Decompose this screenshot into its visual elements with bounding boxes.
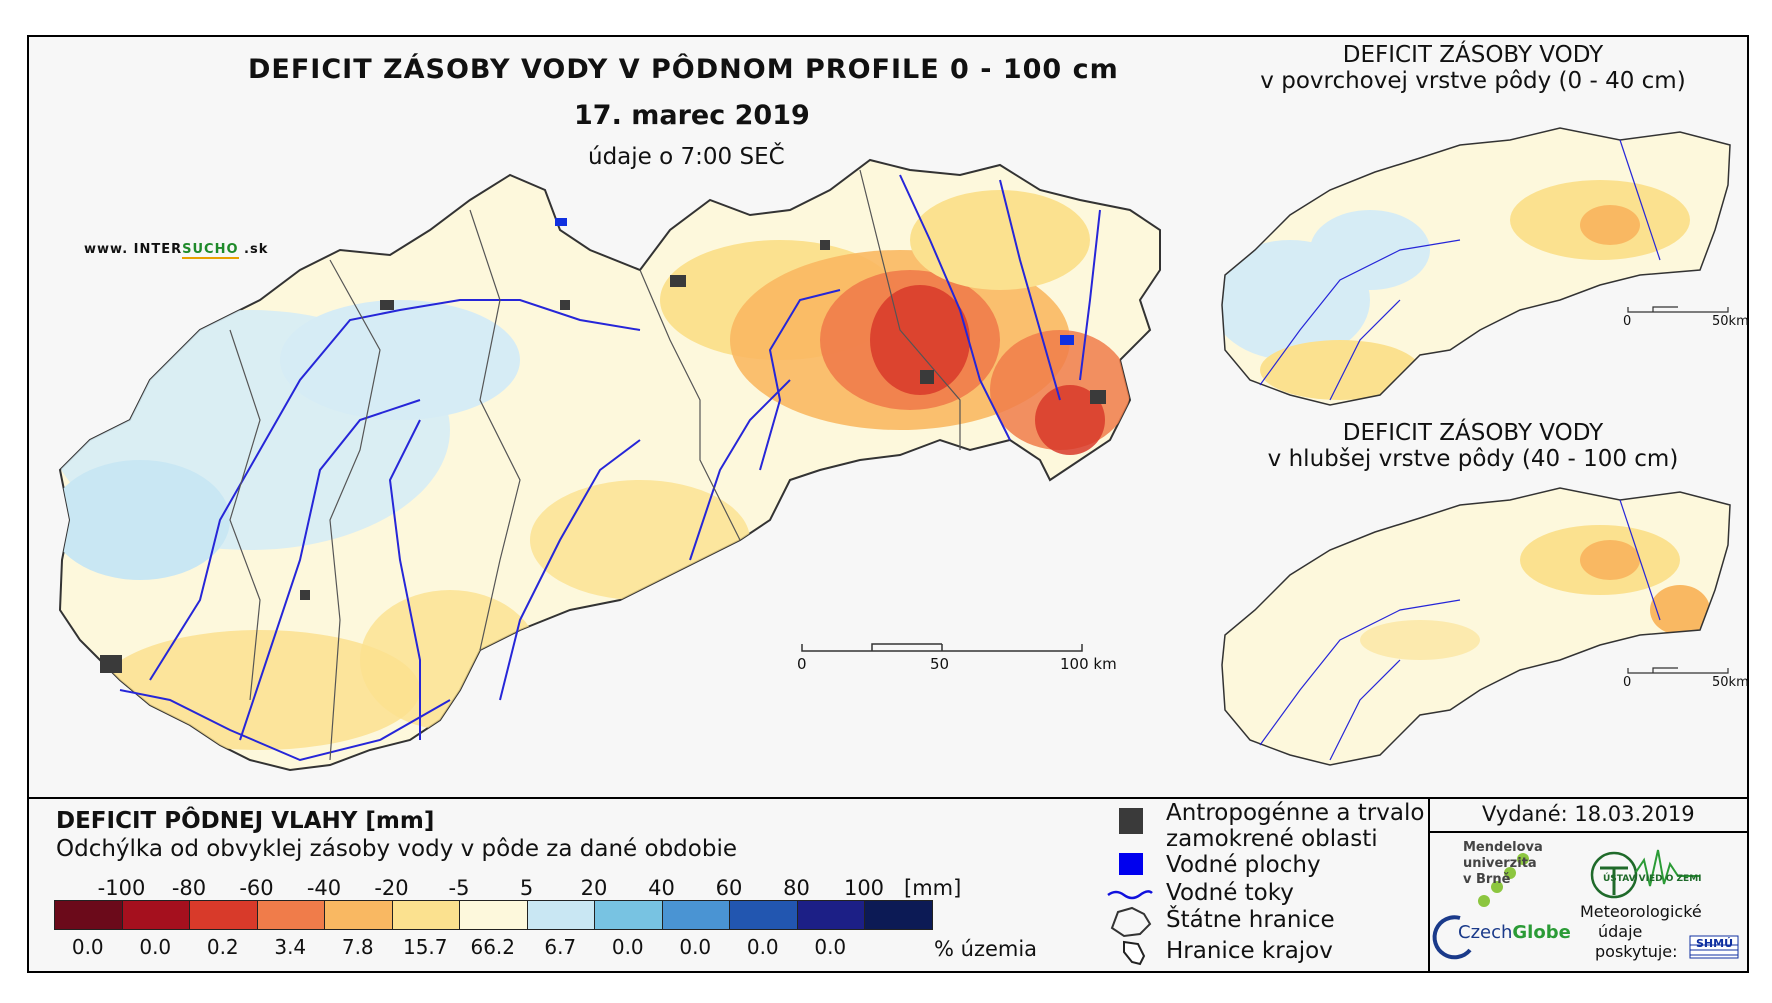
meteo-line-3: poskytuje: <box>1595 942 1678 961</box>
legend-swatch <box>526 900 595 930</box>
scale-tick-50: 50 <box>930 655 950 673</box>
scale-tick-0: 0 <box>797 655 807 673</box>
key-symbols <box>1107 808 1153 966</box>
legend-percent-value: 0.0 <box>814 935 847 959</box>
legend-boundary-label: 5 <box>519 876 534 900</box>
legend-swatch <box>189 900 258 930</box>
legend-boundary-label: -100 <box>97 876 146 900</box>
legend-unit: [mm] <box>904 876 962 900</box>
uvz-text: ÚSTAV VIED O ZEMI <box>1603 874 1702 884</box>
legend-percent-value: 0.0 <box>139 935 172 959</box>
website-label: www. INTERSUCHO .sk <box>84 242 269 259</box>
issued-divider <box>1428 831 1749 833</box>
legend-percent-value: 0.0 <box>679 935 712 959</box>
region-border-icon <box>1123 940 1146 966</box>
legend-swatch <box>324 900 393 930</box>
legend-percent-value: 0.0 <box>611 935 644 959</box>
inset1-scale-0: 0 <box>1623 314 1632 329</box>
legend-boundary-label: -5 <box>448 876 470 900</box>
czechglobe-text: CzechGlobe <box>1458 922 1571 943</box>
legend-boundary-label: -60 <box>239 876 274 900</box>
river-line-icon <box>1107 890 1153 900</box>
mendel-logo-dots <box>1478 853 1529 907</box>
meteo-line-2: údaje <box>1598 922 1643 941</box>
key-state-border: Štátne hranice <box>1166 907 1335 933</box>
czechglobe-logo <box>1432 915 1472 960</box>
legend-swatch <box>391 900 460 930</box>
legend-title: DEFICIT PÔDNEJ VLAHY [mm] <box>56 808 435 834</box>
legend-subtitle: Odchýlka od obvyklej zásoby vody v pôde … <box>56 836 737 862</box>
legend-boundary-label: 20 <box>580 876 608 900</box>
legend-percent-value: 0.0 <box>746 935 779 959</box>
mendel-line-1: Mendelova <box>1463 840 1543 855</box>
key-anthropogenic-2: zamokrené oblasti <box>1166 826 1378 852</box>
uvz-logo <box>1590 849 1700 899</box>
inset2-scale-0: 0 <box>1623 675 1632 690</box>
czechglobe-a: Czech <box>1458 922 1513 943</box>
legend-percent-value: 3.4 <box>274 935 307 959</box>
shmu-text: SHMÚ <box>1696 937 1734 950</box>
inset1-title: DEFICIT ZÁSOBY VODY <box>1342 42 1604 68</box>
inset-map-deep <box>1221 487 1731 766</box>
inset1-scale-50: 50km <box>1712 314 1749 329</box>
legend-boundary-label: 100 <box>843 876 885 900</box>
legend-swatch <box>864 900 933 930</box>
water-body-swatch <box>1119 853 1143 875</box>
key-anthropogenic: Antropogénne a trvalo <box>1166 800 1425 826</box>
key-water-bodies: Vodné plochy <box>1166 852 1321 878</box>
legend-boundary-label: 40 <box>648 876 675 900</box>
main-date: 17. marec 2019 <box>574 100 810 131</box>
mendel-line-2: univerzita <box>1463 856 1537 871</box>
state-border-icon <box>1110 906 1152 938</box>
legend-percent-label: % územia <box>934 937 1038 961</box>
legend-percent-value: 15.7 <box>402 935 448 959</box>
key-rivers: Vodné toky <box>1166 880 1294 906</box>
issued-date: Vydané: 18.03.2019 <box>1482 802 1695 826</box>
czechglobe-b: Globe <box>1512 922 1571 943</box>
meteo-line-1: Meteorologické <box>1580 902 1702 921</box>
website-prefix: www. INTER <box>84 242 183 257</box>
legend-boundary-label: -20 <box>374 876 409 900</box>
legend-percent-value: 66.2 <box>470 935 516 959</box>
main-title: DEFICIT ZÁSOBY VODY V PÔDNOM PROFILE 0 -… <box>248 54 1119 85</box>
scale-tick-100: 100 km <box>1060 655 1117 673</box>
main-scale-bar <box>801 643 1083 652</box>
website-suffix: .sk <box>238 242 269 257</box>
legend-boundary-label: -80 <box>171 876 207 900</box>
legend-percent-value: 0.2 <box>206 935 239 959</box>
legend-percent-value: 0.0 <box>71 935 104 959</box>
legend-panel <box>27 797 1749 973</box>
legend-swatch <box>121 900 190 930</box>
legend-swatch <box>661 900 730 930</box>
inset2-title: DEFICIT ZÁSOBY VODY <box>1342 420 1604 446</box>
legend-percent-value: 6.7 <box>544 935 577 959</box>
issued-box <box>1428 797 1749 973</box>
inset2-subtitle: v hlubšej vrstve pôdy (40 - 100 cm) <box>1267 446 1679 472</box>
key-region-border: Hranice krajov <box>1166 938 1333 964</box>
website-highlight: SUCHO <box>182 242 239 259</box>
legend-swatch <box>729 900 798 930</box>
main-time-note: údaje o 7:00 SEČ <box>588 144 785 170</box>
legend-swatch <box>594 900 663 930</box>
legend-swatch <box>54 900 123 930</box>
legend-boundary-label: -40 <box>306 876 342 900</box>
anthropogenic-swatch <box>1119 808 1143 834</box>
legend-boundary-label: 80 <box>783 876 810 900</box>
inset1-subtitle: v povrchovej vrstve pôdy (0 - 40 cm) <box>1260 68 1686 94</box>
inset2-scale-50: 50km <box>1712 675 1749 690</box>
inset-map-surface <box>1221 127 1731 406</box>
legend-swatch <box>459 900 528 930</box>
shmu-logo <box>1689 935 1739 959</box>
legend-swatch <box>256 900 325 930</box>
mendel-line-3: v Brně <box>1463 872 1511 887</box>
legend-swatch <box>796 900 865 930</box>
legend-percent-value: 7.8 <box>341 935 374 959</box>
legend-boundary-label: 60 <box>715 876 743 900</box>
